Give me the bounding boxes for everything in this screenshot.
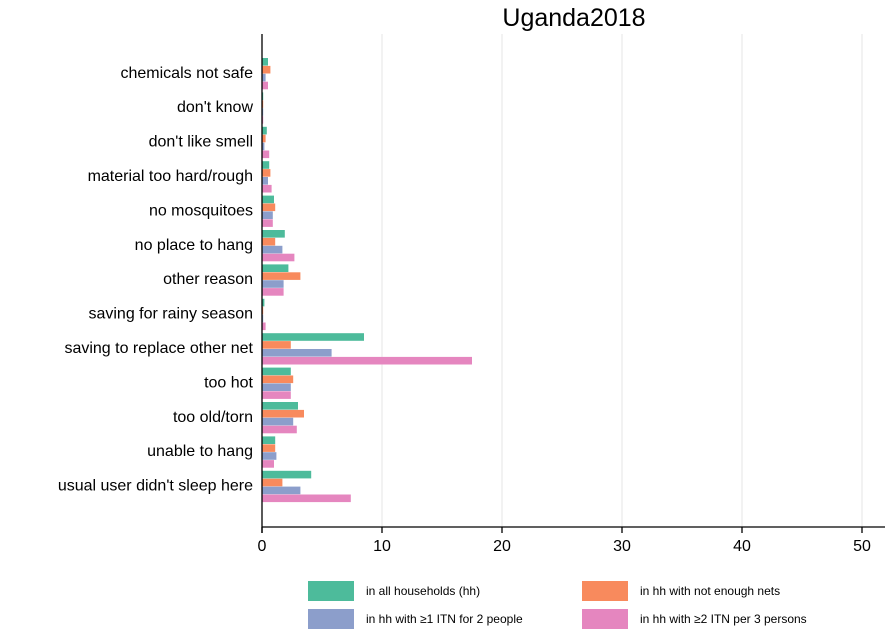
bar bbox=[262, 211, 273, 219]
x-tick-label: 40 bbox=[733, 538, 751, 555]
category-label: no mosquitoes bbox=[149, 202, 253, 219]
bar bbox=[262, 264, 289, 272]
x-tick-label: 20 bbox=[493, 538, 511, 555]
bar bbox=[262, 169, 271, 177]
bar bbox=[262, 177, 268, 185]
legend-item-all-households: in all households (hh) bbox=[308, 580, 480, 602]
bar bbox=[262, 333, 364, 341]
bar bbox=[262, 161, 270, 169]
bar bbox=[262, 322, 266, 331]
legend-label: in hh with ≥1 ITN for 2 people bbox=[366, 612, 523, 626]
category-label: don't know bbox=[177, 99, 253, 116]
bar bbox=[262, 409, 304, 418]
category-label: no place to hang bbox=[135, 237, 253, 254]
bar bbox=[262, 253, 295, 262]
bar bbox=[262, 298, 265, 307]
bar bbox=[262, 73, 266, 82]
bar bbox=[262, 81, 268, 90]
bar bbox=[262, 417, 294, 426]
category-label: saving to replace other net bbox=[64, 340, 253, 357]
bar bbox=[262, 375, 294, 384]
bar bbox=[262, 245, 283, 254]
category-label: unable to hang bbox=[147, 443, 253, 460]
bar bbox=[262, 230, 285, 238]
bar bbox=[262, 436, 276, 444]
bar bbox=[262, 356, 472, 365]
x-tick-label: 50 bbox=[853, 538, 871, 555]
category-label: saving for rainy season bbox=[88, 306, 253, 323]
x-tick-label: 0 bbox=[258, 538, 267, 555]
legend-swatch bbox=[582, 609, 628, 629]
legend-label: in hh with not enough nets bbox=[640, 584, 781, 598]
legend-item-not-enough-nets: in hh with not enough nets bbox=[582, 580, 780, 602]
bar bbox=[262, 478, 283, 487]
legend-item-itn-3-persons: in hh with ≥2 ITN per 3 persons bbox=[582, 608, 807, 630]
bar bbox=[262, 494, 351, 503]
bar bbox=[262, 288, 284, 296]
bar bbox=[262, 383, 291, 391]
category-label: too old/torn bbox=[173, 409, 253, 426]
legend-swatch bbox=[582, 581, 628, 601]
bar bbox=[262, 203, 276, 212]
bar bbox=[262, 58, 268, 66]
bar bbox=[262, 195, 274, 204]
bar bbox=[262, 341, 291, 349]
x-tick-label: 10 bbox=[373, 538, 391, 555]
bar bbox=[262, 402, 298, 410]
bar bbox=[262, 349, 332, 357]
legend-label: in hh with ≥2 ITN per 3 persons bbox=[640, 612, 807, 626]
bar bbox=[262, 142, 265, 151]
bar bbox=[262, 272, 301, 280]
category-label: other reason bbox=[163, 271, 253, 288]
bar bbox=[262, 150, 270, 159]
bar bbox=[262, 486, 301, 495]
bar bbox=[262, 280, 284, 288]
x-tick-label: 30 bbox=[613, 538, 631, 555]
bar bbox=[262, 126, 267, 135]
bar bbox=[262, 452, 277, 460]
legend-swatch bbox=[308, 581, 354, 601]
category-label: chemicals not safe bbox=[120, 65, 253, 82]
category-label: don't like smell bbox=[149, 134, 253, 151]
bar bbox=[262, 460, 274, 468]
bar bbox=[262, 237, 276, 246]
category-label: material too hard/rough bbox=[88, 168, 253, 185]
category-label: usual user didn't sleep here bbox=[58, 478, 253, 495]
bar bbox=[262, 470, 312, 479]
bar bbox=[262, 391, 291, 399]
legend: in all households (hh) in hh with not en… bbox=[308, 578, 868, 634]
legend-item-itn-2-people: in hh with ≥1 ITN for 2 people bbox=[308, 608, 523, 630]
bar bbox=[262, 425, 297, 434]
bar bbox=[262, 367, 291, 376]
chart-title: Uganda2018 bbox=[502, 4, 646, 32]
bar bbox=[262, 184, 272, 193]
bar bbox=[262, 134, 266, 143]
bar bbox=[262, 219, 273, 227]
legend-label: in all households (hh) bbox=[366, 584, 481, 598]
category-label: too hot bbox=[204, 374, 253, 391]
bar bbox=[262, 65, 271, 74]
bar bbox=[262, 444, 276, 452]
legend-swatch bbox=[308, 609, 354, 629]
